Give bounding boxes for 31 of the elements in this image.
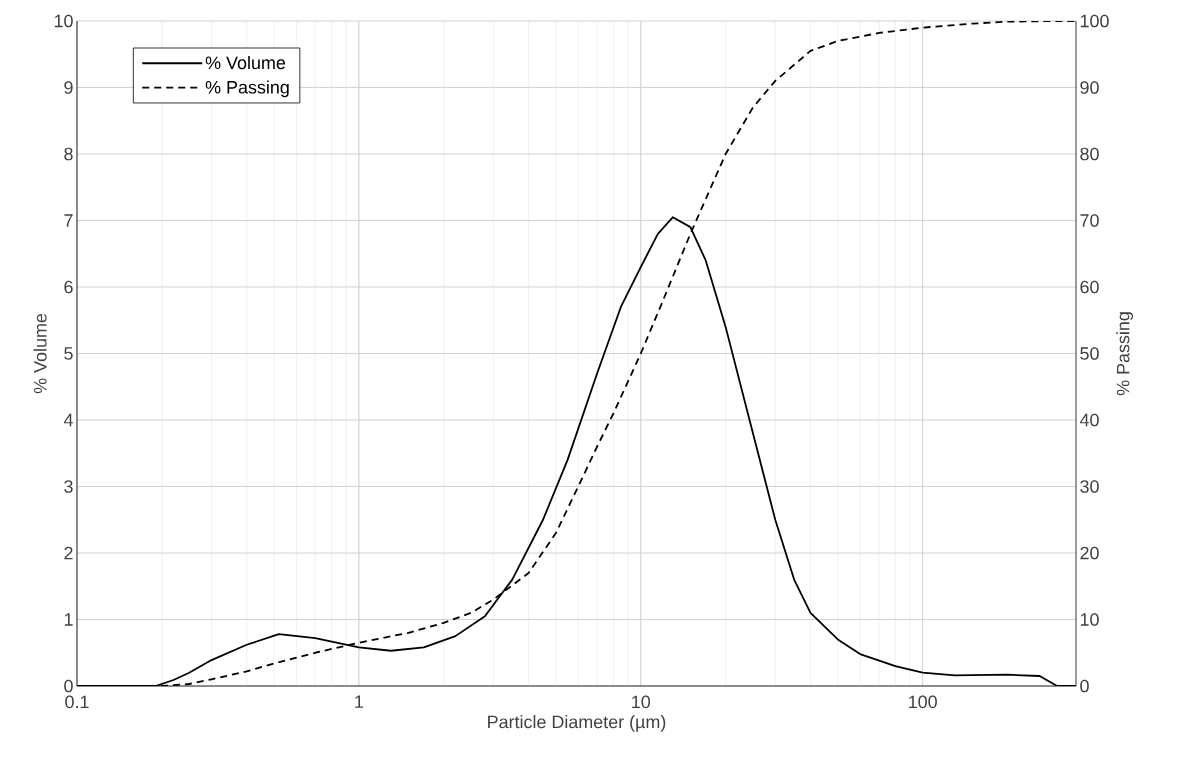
y2-tick-label: 10 [1080,613,1099,626]
y-tick-label: 6 [64,280,73,294]
y2-tick-label: 70 [1080,214,1099,227]
y-tick-label: 5 [64,347,73,360]
y2-tick-label: 50 [1080,347,1099,360]
x-axis-title: Particle Diameter (µm) [488,715,666,732]
y2-tick-label: 20 [1080,546,1099,560]
y2-tick-label: 40 [1079,413,1099,427]
y2-tick-label: 90 [1080,81,1099,94]
y-tick-label: 8 [64,147,73,161]
x-tick-label: 10 [632,695,651,709]
y2-tick-label: 0 [1080,679,1089,693]
legend-label: % Passing [205,80,289,98]
y2-tick-label: 60 [1080,280,1099,294]
y-tick-label: 2 [64,546,73,560]
y-tick-label: 1 [64,613,73,626]
y2-axis-title: % Passing [1116,312,1134,396]
y-tick-label: 9 [64,81,73,94]
x-tick-label: 100 [909,695,937,709]
y-axis-title: % Volume [33,313,47,394]
y-tick-label: 3 [64,480,73,493]
y2-tick-label: 80 [1080,147,1099,161]
legend-label: % Volume [205,55,286,70]
y2-tick-label: 30 [1080,480,1099,493]
y-tick-label: 10 [54,14,73,28]
y-tick-label: 7 [64,214,73,227]
y-tick-label: 4 [63,413,73,427]
x-tick-label: 1 [355,695,363,708]
y2-tick-label: 100 [1080,14,1109,28]
y-tick-label: 0 [64,679,73,693]
x-tick-label: 0.1 [65,695,89,709]
